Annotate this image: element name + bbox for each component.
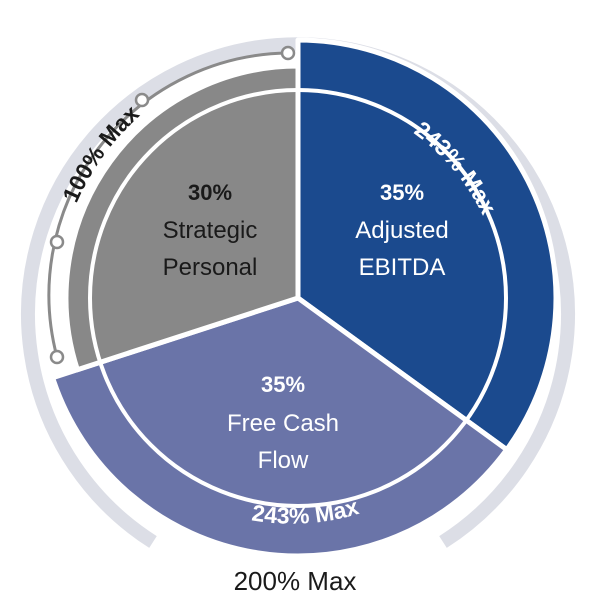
fcf-slice	[50, 295, 510, 559]
total-max-label: 200% Max	[234, 566, 357, 596]
strategic-label: 30% Strategic Personal	[163, 180, 258, 281]
strategic-percent: 30%	[188, 180, 232, 205]
strategic-slice	[63, 63, 301, 373]
ebitda-name-line-2: EBITDA	[359, 254, 446, 281]
fcf-name-line-1: Free Cash	[227, 410, 339, 437]
bracket-node-4	[49, 349, 65, 365]
bracket-line	[47, 51, 289, 358]
ebitda-percent: 35%	[380, 180, 424, 205]
strategic-name-line-1: Strategic	[163, 217, 258, 244]
pie-slices	[50, 37, 559, 559]
ebitda-slice	[295, 37, 559, 453]
ebitda-name-line-1: Adjusted	[355, 217, 448, 244]
bracket-node-1	[280, 45, 296, 61]
fcf-percent: 35%	[261, 372, 305, 397]
ebitda-label: 35% Adjusted EBITDA	[355, 180, 448, 281]
inner-divider-ring	[88, 88, 508, 508]
bracket-node-3	[49, 234, 65, 250]
fcf-label: 35% Free Cash Flow	[227, 372, 339, 474]
fcf-name-line-2: Flow	[258, 447, 309, 474]
strategic-name-line-2: Personal	[163, 254, 258, 281]
strategic-max-bracket	[47, 45, 296, 365]
bracket-node-2	[134, 92, 150, 108]
